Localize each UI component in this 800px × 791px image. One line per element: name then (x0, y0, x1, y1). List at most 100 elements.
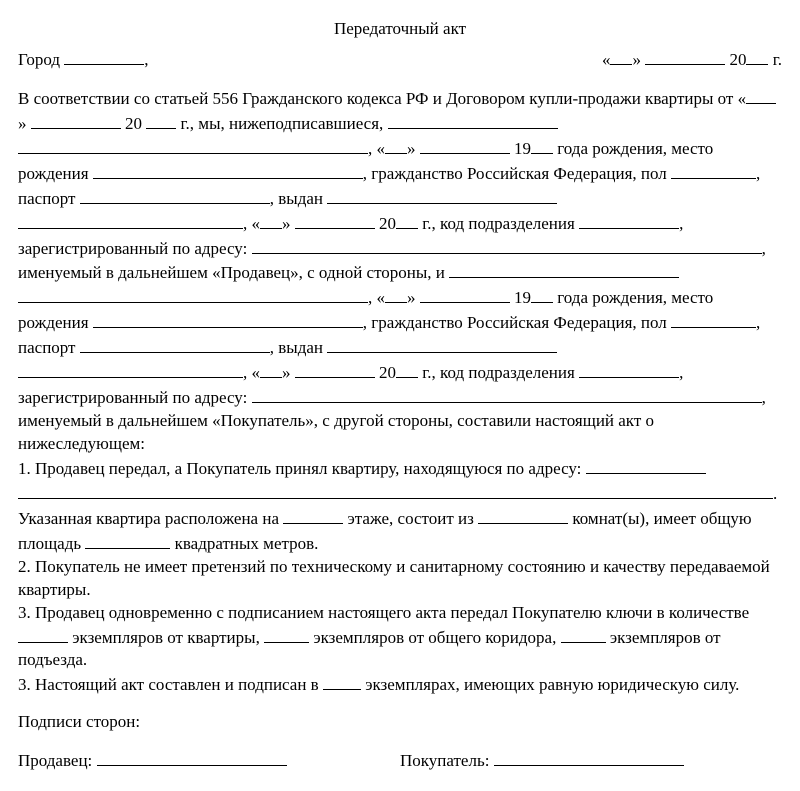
q-open: « (602, 50, 611, 69)
blank[interactable] (18, 285, 368, 303)
p4a: 3. Настоящий акт составлен и подписан в (18, 675, 319, 694)
q-close: » (632, 50, 641, 69)
blank[interactable] (252, 385, 762, 403)
blank[interactable] (93, 161, 363, 179)
reg-addr: зарегистрированный по адресу: (18, 239, 247, 258)
comma: , (144, 50, 148, 69)
blank[interactable] (85, 531, 170, 549)
city-field: Город , (18, 47, 149, 72)
blank[interactable] (396, 360, 418, 378)
city-blank[interactable] (64, 47, 144, 65)
intro-2: » (18, 114, 27, 133)
buyer-signature: Покупатель: (400, 748, 782, 773)
y19: 19 (514, 139, 531, 158)
buyer-sign-blank[interactable] (494, 748, 684, 766)
blank[interactable] (586, 456, 706, 474)
buyer-alias: именуемый в дальнейшем «Покупатель», с д… (18, 411, 654, 453)
p3b: экземпляров от квартиры, (72, 628, 260, 647)
signatures-label: Подписи сторон: (18, 711, 782, 734)
blank[interactable] (260, 360, 282, 378)
intro-4: г., мы, нижеподписавшиеся, (181, 114, 384, 133)
blank[interactable] (80, 335, 270, 353)
blank[interactable] (396, 211, 418, 229)
month-blank[interactable] (645, 47, 725, 65)
p1b-floor: этаже, состоит из (348, 509, 474, 528)
y19b: 19 (514, 288, 531, 307)
blank[interactable] (561, 625, 606, 643)
issued-2: , выдан (270, 338, 323, 357)
blank[interactable] (420, 136, 510, 154)
comma: , (368, 139, 372, 158)
blank[interactable] (531, 285, 553, 303)
blank[interactable] (80, 186, 270, 204)
p4b: экземплярах, имеющих равную юридическую … (365, 675, 739, 694)
code: г., код подразделения (422, 214, 575, 233)
main-body: В соответствии со статьей 556 Гражданско… (18, 86, 782, 697)
blank[interactable] (18, 360, 243, 378)
blank[interactable] (746, 86, 776, 104)
blank[interactable] (671, 161, 756, 179)
comma: , (762, 388, 766, 407)
blank[interactable] (323, 672, 361, 690)
period: . (773, 484, 777, 503)
comma: , (762, 239, 766, 258)
blank[interactable] (531, 136, 553, 154)
blank[interactable] (327, 186, 557, 204)
q-close: » (407, 288, 416, 307)
blank[interactable] (18, 625, 68, 643)
comma: , (243, 363, 247, 382)
intro-3: 20 (125, 114, 142, 133)
seller-alias: именуемый в дальнейшем «Продавец», с одн… (18, 263, 445, 282)
seller-label: Продавец: (18, 751, 92, 770)
blank[interactable] (93, 310, 363, 328)
blank[interactable] (449, 260, 679, 278)
comma: , (679, 214, 683, 233)
seller-signature: Продавец: (18, 748, 400, 773)
blank[interactable] (18, 481, 773, 499)
blank[interactable] (385, 136, 407, 154)
signatures-row: Продавец: Покупатель: (18, 748, 782, 773)
issued: , выдан (270, 189, 323, 208)
blank[interactable] (327, 335, 557, 353)
blank[interactable] (18, 211, 243, 229)
y20b: 20 (379, 363, 396, 382)
intro-1: В соответствии со статьей 556 Гражданско… (18, 89, 746, 108)
blank[interactable] (146, 111, 176, 129)
comma: , (679, 363, 683, 382)
day-blank[interactable] (610, 47, 632, 65)
code-2: г., код подразделения (422, 363, 575, 382)
year-suffix: г. (773, 50, 782, 69)
blank[interactable] (295, 360, 375, 378)
q-open: « (377, 288, 386, 307)
buyer-label: Покупатель: (400, 751, 489, 770)
p1b-sqm: квадратных метров. (175, 534, 319, 553)
blank[interactable] (264, 625, 309, 643)
q-open: « (252, 214, 261, 233)
q-close: » (282, 214, 291, 233)
blank[interactable] (18, 136, 368, 154)
q-open: « (377, 139, 386, 158)
comma: , (368, 288, 372, 307)
blank[interactable] (385, 285, 407, 303)
year-prefix: 20 (729, 50, 746, 69)
p1: 1. Продавец передал, а Покупатель принял… (18, 459, 581, 478)
year-blank[interactable] (746, 47, 768, 65)
document-title: Передаточный акт (18, 18, 782, 41)
blank[interactable] (295, 211, 375, 229)
p1b-pre: Указанная квартира расположена на (18, 509, 279, 528)
seller-sign-blank[interactable] (97, 748, 287, 766)
p3a: 3. Продавец одновременно с подписанием н… (18, 603, 749, 622)
blank[interactable] (478, 506, 568, 524)
blank[interactable] (252, 236, 762, 254)
reg-addr-2: зарегистрированный по адресу: (18, 388, 247, 407)
blank[interactable] (579, 360, 679, 378)
blank[interactable] (31, 111, 121, 129)
blank[interactable] (671, 310, 756, 328)
blank[interactable] (388, 111, 558, 129)
blank[interactable] (420, 285, 510, 303)
city-label: Город (18, 50, 60, 69)
blank[interactable] (283, 506, 343, 524)
p3c: экземпляров от общего коридора, (313, 628, 556, 647)
blank[interactable] (579, 211, 679, 229)
blank[interactable] (260, 211, 282, 229)
